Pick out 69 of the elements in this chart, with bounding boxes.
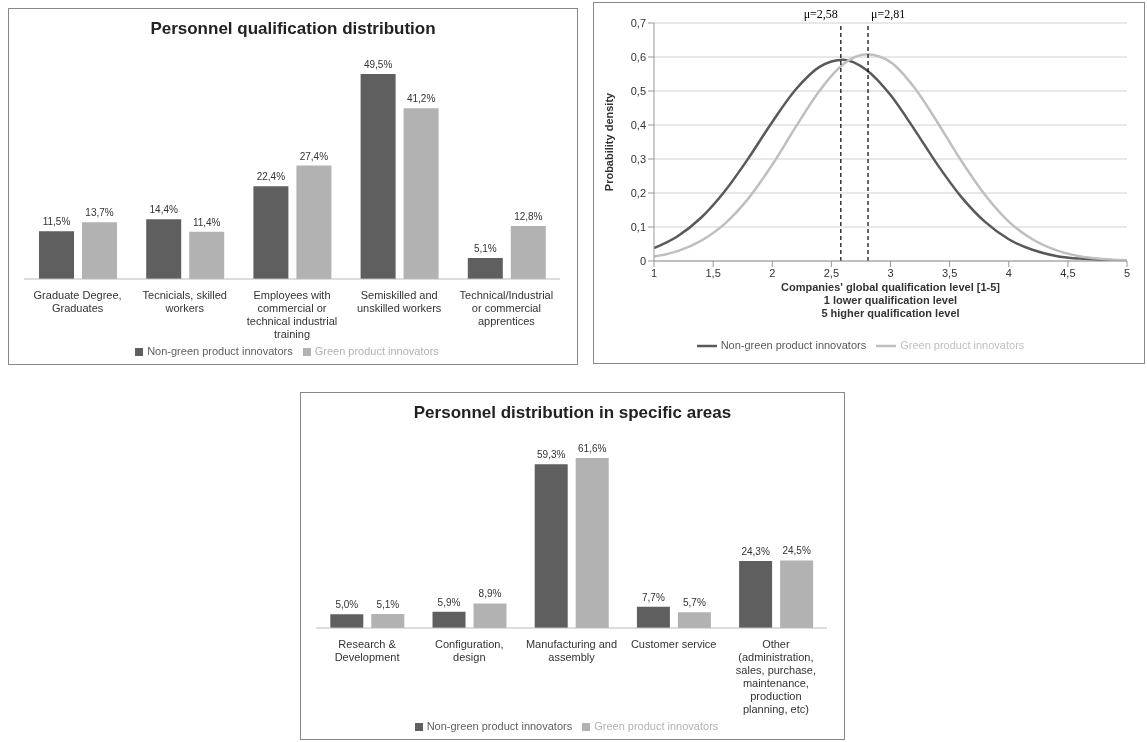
- y-tick-label: 0: [639, 254, 646, 267]
- legend-label: Green product innovators: [594, 720, 719, 732]
- x-tick-label: 5: [1123, 266, 1131, 279]
- x-tick-label: 2: [769, 266, 776, 279]
- y-tick-label: 0,7: [630, 16, 646, 29]
- data-label: 24,5%: [782, 545, 811, 557]
- data-label: 22,4%: [256, 171, 286, 183]
- y-tick-label: 0,5: [630, 84, 646, 97]
- bar: [360, 74, 396, 279]
- bar: [534, 464, 568, 628]
- data-label: 27,4%: [299, 150, 329, 162]
- data-label: 5,9%: [437, 596, 461, 608]
- legend-label: Green product innovators: [900, 338, 1025, 351]
- chart-title: Personnel distribution in specific areas: [412, 402, 733, 424]
- ref-line-label: μ=2,58: [803, 7, 838, 21]
- data-label: 7,7%: [642, 591, 665, 603]
- x-tick-label: Employees with commercial or technical industrial training: [246, 289, 338, 340]
- x-tick-label: Other (administration, sales, purchase, maintenance, production planning, etc): [735, 638, 816, 715]
- x-tick-label: 4: [1005, 266, 1012, 279]
- x-tick-label: 3: [887, 266, 894, 279]
- bar: [467, 257, 503, 279]
- bar: [636, 606, 670, 628]
- data-label: 5,7%: [683, 597, 706, 609]
- data-label: 5,1%: [473, 242, 497, 254]
- y-tick-label: 0,6: [630, 50, 646, 63]
- x-tick-label: Semiskilled and unskilled workers: [357, 289, 442, 314]
- bar: [739, 560, 773, 628]
- data-label: 13,7%: [85, 207, 114, 219]
- x-tick-label: Configuration, design: [435, 638, 504, 663]
- bar: [432, 611, 466, 628]
- data-label: 11,5%: [42, 216, 71, 228]
- data-label: 24,3%: [741, 545, 770, 557]
- legend-label: Green product innovators: [314, 345, 439, 357]
- y-tick-label: 0,2: [630, 186, 646, 199]
- y-tick-label: 0,4: [630, 118, 646, 131]
- x-tick-label: Manufacturing and assembly: [525, 638, 618, 663]
- y-tick-label: 0,1: [630, 220, 646, 233]
- data-label: 49,5%: [363, 59, 393, 70]
- x-axis-title: Companies' global qualification level [1-5] 1 lower qualification level 5 higher qualification level: [781, 281, 1001, 319]
- data-label: 14,4%: [149, 204, 178, 216]
- x-tick-label: 4,5: [1060, 266, 1076, 279]
- x-tick-label: 3,5: [941, 266, 958, 279]
- x-tick-label: Tecnicials, skilled workers: [142, 289, 227, 314]
- data-label: 5,0%: [335, 599, 359, 611]
- data-label: 5,1%: [376, 598, 400, 610]
- bar: [330, 614, 364, 628]
- x-tick-label: Research & Development: [334, 638, 400, 663]
- bar: [39, 231, 75, 279]
- data-label: 59,3%: [537, 449, 566, 461]
- x-tick-label: Customer service: [630, 638, 717, 650]
- x-tick-label: 1,5: [705, 266, 721, 279]
- data-label: 12,8%: [514, 210, 543, 222]
- x-tick-label: Graduate Degree, Graduates: [33, 289, 122, 314]
- x-tick-label: 1: [650, 266, 658, 279]
- legend-label: Non-green product innovators: [720, 338, 867, 351]
- ref-line-label: μ=2,81: [871, 7, 906, 21]
- y-tick-label: 0,3: [630, 152, 646, 165]
- bar: [146, 219, 182, 279]
- data-label: 8,9%: [478, 588, 502, 600]
- legend-label: Non-green product innovators: [147, 345, 293, 357]
- x-tick-label: 2,5: [823, 266, 840, 279]
- x-tick-label: Technical/Industrial or commercial apprentices: [459, 289, 554, 327]
- y-axis-title: Probability density: [602, 91, 615, 192]
- data-label: 41,2%: [406, 93, 436, 105]
- data-label: 61,6%: [578, 443, 607, 454]
- bar: [253, 186, 289, 279]
- legend-label: Non-green product innovators: [426, 720, 573, 732]
- chart-title: Personnel qualification distribution: [149, 18, 437, 40]
- data-label: 11,4%: [192, 216, 221, 228]
